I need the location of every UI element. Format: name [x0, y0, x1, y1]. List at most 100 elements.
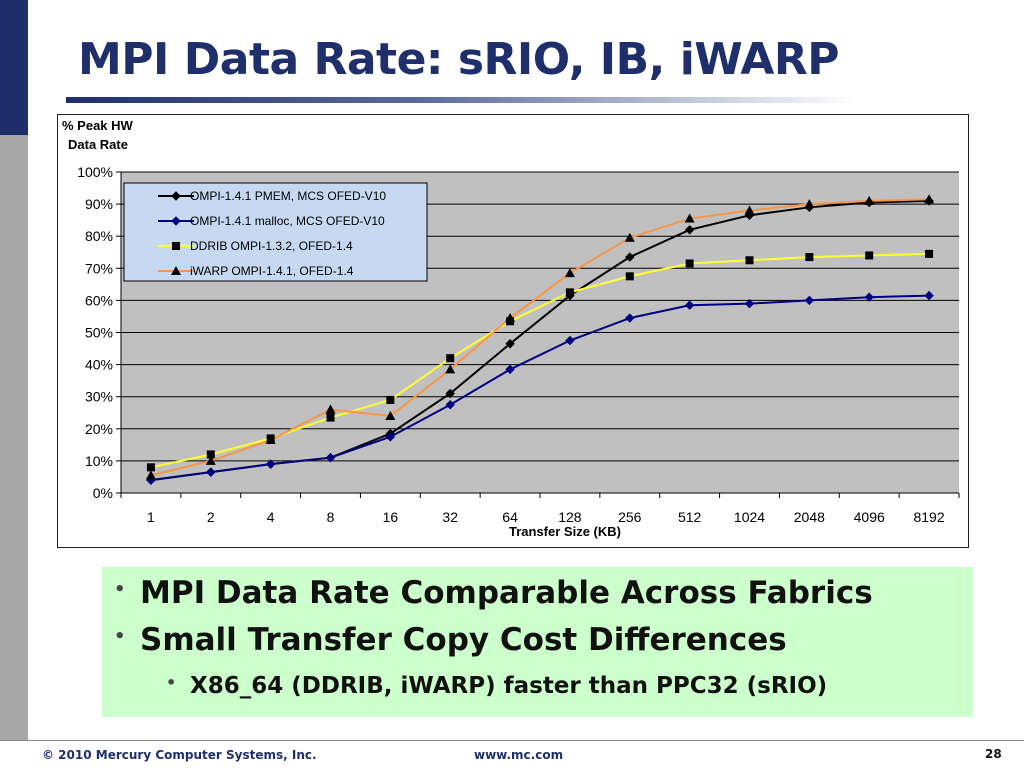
data-point-iwarp	[325, 404, 336, 414]
series-line-iwarp	[150, 198, 930, 477]
x-tick-label: 256	[618, 509, 642, 525]
legend-label: OMPI-1.4.1 PMEM, MCS OFED-V10	[190, 189, 386, 203]
bullet-text: Small Transfer Copy Cost Differences	[140, 622, 787, 658]
data-point-ddrib	[805, 253, 814, 262]
sub-bullet-text: X86_64 (DDRIB, iWARP) faster than PPC32 …	[190, 673, 828, 699]
data-point-iwarp	[265, 435, 276, 445]
data-point-ddrib	[685, 259, 694, 268]
data-point-iwarp	[804, 199, 815, 209]
data-point-malloc	[744, 298, 755, 309]
data-point-malloc	[924, 290, 934, 301]
legend-marker-iwarp	[171, 266, 181, 275]
y-tick-label: 60%	[85, 292, 113, 308]
x-tick-label: 4096	[854, 509, 885, 525]
x-tick-label: 64	[502, 509, 518, 525]
x-tick-label: 4	[267, 509, 275, 525]
legend-marker-malloc	[171, 216, 181, 226]
series-line-malloc	[150, 294, 930, 482]
y-tick-label: 100%	[77, 164, 113, 180]
x-tick-label: 16	[383, 509, 399, 525]
data-point-malloc	[804, 295, 815, 306]
data-point-ddrib	[865, 251, 874, 260]
data-point-malloc	[206, 467, 216, 477]
y-tick-label: 20%	[85, 421, 113, 437]
left-accent-bar-top	[0, 0, 28, 135]
data-point-malloc	[385, 432, 396, 442]
left-accent-bar-bottom	[0, 135, 28, 740]
data-point-pmem	[684, 225, 695, 235]
page-number: 28	[985, 747, 1002, 761]
data-point-ddrib	[386, 395, 395, 404]
x-tick-label: 8192	[913, 509, 944, 525]
data-point-iwarp	[505, 313, 516, 323]
x-axis-title: Transfer Size (KB)	[509, 524, 621, 539]
data-point-malloc	[265, 459, 276, 469]
bullet-item: • MPI Data Rate Comparable Across Fabric…	[114, 575, 873, 611]
data-point-iwarp	[864, 195, 875, 205]
legend-marker-pmem	[171, 191, 181, 201]
data-point-iwarp	[385, 410, 396, 420]
slide-title: MPI Data Rate: sRIO, IB, iWARP	[78, 34, 840, 85]
data-point-pmem	[445, 388, 455, 399]
x-tick-label: 1024	[734, 509, 765, 525]
y-tick-label: 10%	[85, 453, 113, 469]
data-point-malloc	[625, 313, 635, 323]
data-point-iwarp	[145, 470, 156, 480]
y-axis-title: % Peak HW	[62, 118, 134, 133]
title-underline	[66, 97, 856, 103]
y-tick-label: 40%	[85, 357, 113, 373]
y-tick-label: 70%	[85, 260, 113, 276]
data-point-iwarp	[744, 205, 755, 215]
y-axis-title: Data Rate	[68, 137, 128, 152]
data-point-malloc	[325, 452, 336, 463]
x-tick-label: 1	[147, 509, 155, 525]
data-point-ddrib	[745, 256, 754, 265]
x-tick-label: 8	[327, 509, 335, 525]
y-tick-label: 0%	[93, 485, 113, 501]
bullet-item: • Small Transfer Copy Cost Differences	[114, 622, 787, 658]
legend-box	[123, 182, 428, 282]
footer-url: www.mc.com	[474, 748, 564, 762]
legend-label: DDRIB OMPI-1.3.2, OFED-1.4	[190, 239, 353, 253]
data-point-ddrib	[326, 413, 335, 422]
data-point-ddrib	[925, 249, 934, 258]
data-point-iwarp	[564, 268, 575, 278]
data-point-malloc	[565, 335, 575, 346]
x-tick-label: 512	[678, 509, 702, 525]
x-tick-label: 128	[558, 509, 582, 525]
data-point-iwarp	[445, 364, 456, 374]
x-tick-label: 2	[207, 509, 215, 525]
y-tick-label: 30%	[85, 389, 113, 405]
data-point-malloc	[505, 364, 515, 375]
line-chart: 0% 10% 20% 30% 40% 50% 60% 70% 80% 90% 100% 1 2 4 8 16 3…	[62, 118, 960, 539]
data-point-iwarp	[684, 213, 695, 223]
x-tick-label: 2048	[794, 509, 825, 525]
data-point-ddrib	[446, 354, 455, 363]
chart-frame: 0% 10% 20% 30% 40% 50% 60% 70% 80% 90% 100% 1 2 4 8 16 3…	[57, 114, 969, 548]
y-tick-label: 90%	[85, 196, 113, 212]
data-point-malloc	[864, 292, 874, 302]
bullet-dot-icon: •	[114, 626, 126, 647]
data-point-malloc	[445, 400, 455, 410]
bullet-dot-icon: •	[166, 673, 177, 692]
data-point-ddrib	[625, 272, 634, 281]
y-tick-label: 80%	[85, 228, 113, 244]
data-point-iwarp	[924, 194, 935, 204]
footer-divider	[0, 740, 1024, 741]
data-point-iwarp	[624, 232, 635, 242]
bullet-text: MPI Data Rate Comparable Across Fabrics	[140, 575, 873, 611]
footer-copyright: © 2010 Mercury Computer Systems, Inc.	[42, 748, 317, 762]
legend-label: iWARP OMPI-1.4.1, OFED-1.4	[190, 264, 354, 278]
data-point-ddrib	[565, 288, 574, 297]
bullet-panel: • MPI Data Rate Comparable Across Fabric…	[102, 567, 973, 717]
sub-bullet-item: • X86_64 (DDRIB, iWARP) faster than PPC3…	[166, 673, 828, 699]
x-tick-label: 32	[442, 509, 458, 525]
data-point-pmem	[505, 339, 515, 349]
data-point-ddrib	[146, 463, 155, 472]
data-point-pmem	[625, 252, 635, 262]
legend-marker-ddrib	[172, 242, 180, 250]
bullet-dot-icon: •	[114, 579, 126, 600]
legend-label: OMPI-1.4.1 malloc, MCS OFED-V10	[190, 214, 385, 228]
data-point-ddrib	[206, 450, 215, 459]
data-point-iwarp	[205, 455, 216, 465]
